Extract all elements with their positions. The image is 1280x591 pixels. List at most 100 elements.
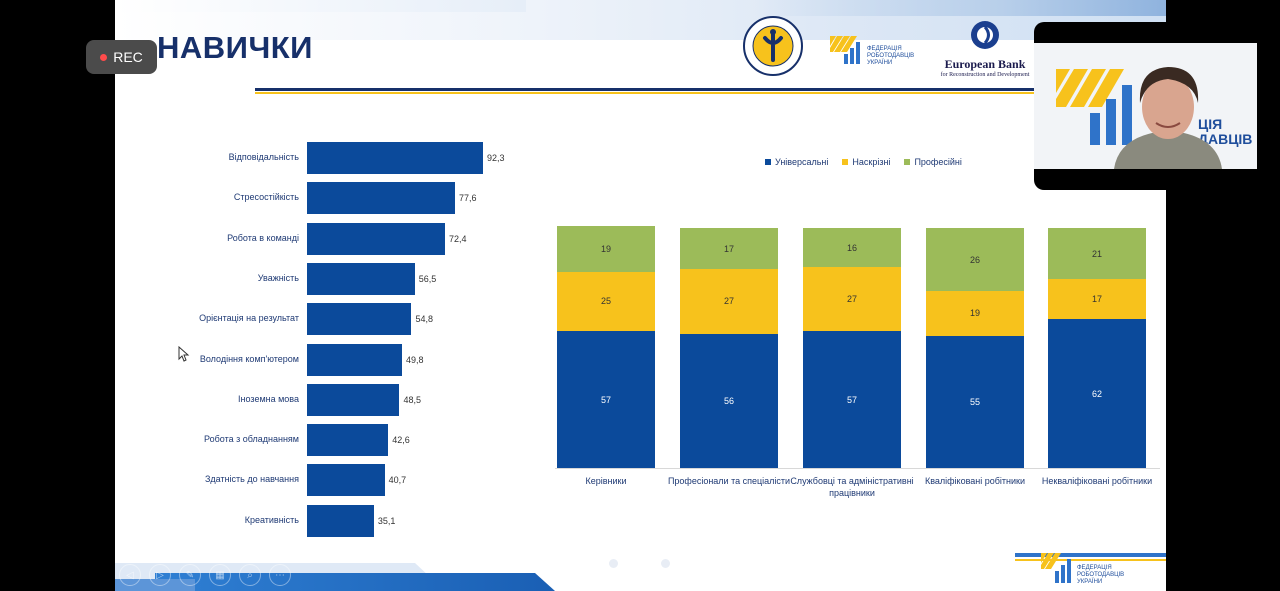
skill-label: Робота з обладнанням	[204, 434, 299, 445]
skill-bar	[307, 142, 483, 174]
skill-bar	[307, 464, 385, 497]
skill-bar	[307, 182, 455, 215]
slide-title: НАВИЧКИ	[157, 30, 313, 65]
skill-bar	[307, 504, 374, 537]
participant-video-tile[interactable]: ЦІЯ ДАВЦІВ И	[1034, 22, 1280, 190]
skill-bar	[307, 303, 412, 336]
skill-value-label: 56,5	[418, 273, 437, 284]
stacked-segment: 19	[926, 290, 1024, 337]
legend-label: Універсальні	[775, 157, 829, 167]
skill-value-label: 54,8	[415, 314, 434, 325]
skill-label: Стресостійкість	[233, 192, 299, 203]
stacked-segment: 27	[803, 266, 901, 332]
stacked-segment: 26	[926, 228, 1024, 291]
skill-bar	[307, 343, 402, 376]
skill-value-label: 42,6	[392, 435, 410, 446]
skill-value-label: 72,4	[449, 233, 467, 244]
federation-logo-icon	[830, 36, 860, 64]
skill-label: Уважність	[257, 272, 299, 283]
skill-label: Орієнтація на результат	[199, 313, 299, 324]
skill-label: Креативність	[244, 514, 299, 525]
category-label: Службовці та адміністративні працівники	[790, 476, 914, 498]
slide-indicator-dot[interactable]	[609, 559, 618, 568]
skill-label: Іноземна мова	[238, 393, 299, 404]
skill-bar	[307, 424, 389, 457]
stacked-segment: 17	[1048, 278, 1146, 320]
footer-line-3: УКРАЇНИ	[1077, 579, 1103, 585]
title-underline-navy	[255, 88, 1166, 91]
skill-bar	[307, 222, 446, 255]
category-label: Кваліфіковані робітники	[924, 476, 1026, 486]
stacked-segment: 19	[557, 226, 655, 272]
more-options-button[interactable]: ⋯	[269, 564, 291, 586]
recording-dot-icon	[100, 53, 108, 61]
previous-slide-button[interactable]: ◁	[119, 564, 141, 586]
header-decoration	[755, 0, 1166, 16]
federation-line-3: УКРАЇНИ	[867, 60, 893, 66]
ebrd-name: European Bank	[944, 57, 1026, 71]
stacked-segment: 25	[557, 271, 655, 332]
legend-label: Наскрізні	[852, 157, 891, 167]
video-text-line-1: ЦІЯ	[1198, 116, 1223, 132]
skill-label: Робота в команді	[227, 232, 299, 243]
stacked-segment: 57	[557, 331, 655, 468]
skill-bar	[307, 262, 415, 295]
slide-indicator-dot-active[interactable]	[635, 559, 644, 568]
skill-value-label: 40,7	[388, 475, 407, 486]
presentation-slide: НАВИЧКИ ФЕДЕРАЦІЯ РОБОТОДАВЦІВ УКРАЇНИ E…	[115, 0, 1166, 591]
skill-label: Здатність до навчання	[204, 474, 299, 485]
skill-value-label: 92,3	[487, 153, 505, 163]
legend-label: Професійні	[914, 157, 962, 167]
federation-logo-text: ФЕДЕРАЦІЯ РОБОТОДАВЦІВ УКРАЇНИ	[867, 46, 937, 67]
stacked-segment: 21	[1048, 228, 1146, 279]
slides-grid-button[interactable]: ▦	[209, 564, 231, 586]
header-decoration-left	[115, 0, 526, 12]
zoom-button[interactable]: ⌕	[239, 564, 261, 586]
category-label: Професіонали та спеціалісти	[667, 476, 791, 486]
stacked-chart-legend: Універсальні Наскрізні Професійні	[765, 157, 962, 167]
legend-swatch	[842, 159, 849, 165]
skill-value-label: 35,1	[377, 515, 396, 526]
recording-indicator: REC	[86, 40, 157, 74]
title-underline-gold	[255, 92, 1166, 94]
slide-indicator-dot[interactable]	[661, 559, 670, 568]
category-label: Некваліфіковані робітники	[1041, 476, 1153, 486]
skill-value-label: 49,8	[405, 354, 424, 365]
category-label: Керівники	[585, 476, 627, 486]
video-background-logo-icon	[1056, 69, 1132, 145]
recording-label: REC	[113, 49, 143, 65]
legend-item-universal: Універсальні	[765, 157, 828, 167]
stacked-segment: 62	[1048, 319, 1146, 468]
pen-tool-button[interactable]: ✎	[179, 564, 201, 586]
stacked-segment: 27	[680, 269, 778, 334]
legend-swatch	[765, 159, 771, 165]
ebrd-emblem-icon	[971, 21, 999, 49]
participant-person	[1114, 67, 1222, 169]
next-slide-button[interactable]: ▷	[149, 564, 171, 586]
footer-line-2: РОБОТОДАВЦІВ	[1077, 572, 1125, 578]
stacked-segment: 55	[926, 336, 1024, 468]
ebrd-subtitle: for Reconstruction and Development	[940, 72, 1030, 78]
legend-swatch	[904, 159, 911, 165]
skill-label: Володіння комп'ютером	[199, 353, 299, 364]
employment-service-logo	[743, 16, 803, 76]
video-text-line-2: ДАВЦІВ	[1198, 131, 1253, 147]
skill-value-label: 77,6	[458, 193, 477, 204]
ebrd-logo: European Bank for Reconstruction and Dev…	[935, 20, 1035, 78]
footer-federation-logo-icon	[1041, 553, 1071, 583]
skill-value-label: 48,5	[403, 394, 421, 405]
video-feed: ЦІЯ ДАВЦІВ И	[1034, 43, 1257, 169]
skill-label: Відповідальність	[228, 152, 299, 162]
legend-item-cross-cutting: Наскрізні	[842, 157, 890, 167]
stacked-segment: 17	[680, 228, 778, 270]
legend-item-professional: Професійні	[904, 157, 962, 167]
footer-line-1: ФЕДЕРАЦІЯ	[1077, 565, 1112, 571]
stacked-segment: 56	[680, 333, 778, 468]
chart-baseline	[555, 468, 1160, 469]
stacked-segment: 16	[803, 228, 901, 267]
stacked-segment: 57	[803, 331, 901, 468]
mouse-cursor-icon	[178, 346, 190, 362]
skill-bar	[307, 383, 400, 416]
federation-line-1: ФЕДЕРАЦІЯ	[867, 46, 902, 52]
federation-line-2: РОБОТОДАВЦІВ	[867, 53, 915, 59]
